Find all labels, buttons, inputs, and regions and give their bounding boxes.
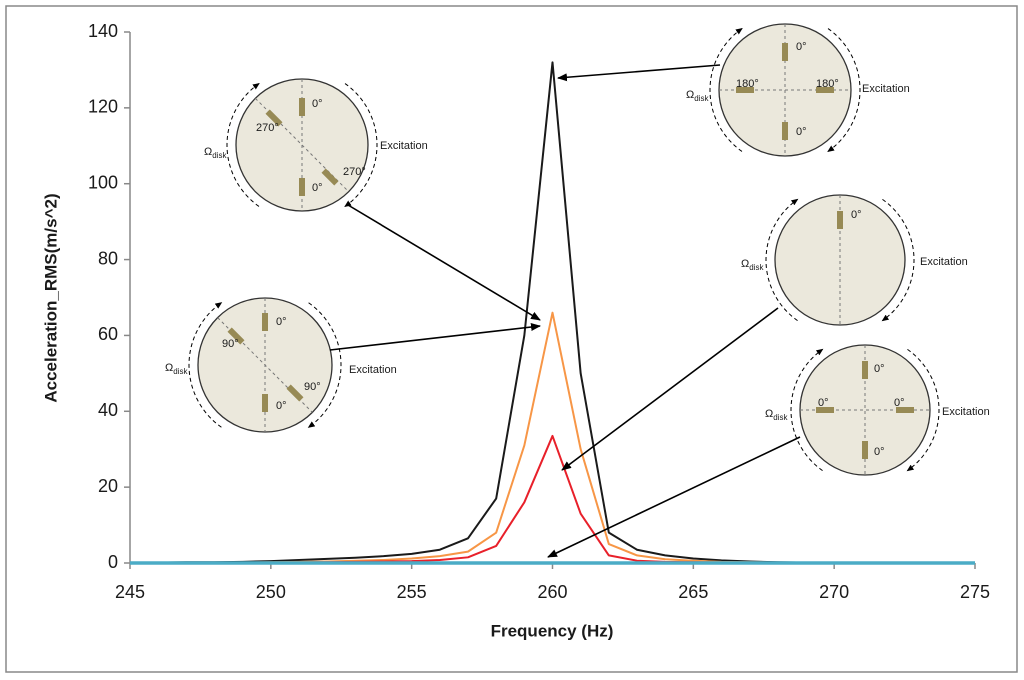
- disk-diagram: 0° 270° 0° 270° Ωdisk Excitation: [204, 78, 428, 212]
- x-tick-label: 265: [678, 582, 708, 602]
- blade-label: 0°: [851, 209, 862, 221]
- excitation-arc: [881, 198, 915, 322]
- blade-label: 0°: [874, 446, 885, 458]
- x-tick-label: 245: [115, 582, 145, 602]
- blade-label: 0°: [312, 182, 323, 194]
- y-tick-label: 60: [98, 324, 118, 344]
- x-axis-title: Frequency (Hz): [491, 621, 614, 640]
- blade: [299, 178, 305, 196]
- pointer-arrow: [329, 323, 541, 351]
- blade-label: 180°: [816, 78, 839, 90]
- omega-symbol: Ω: [765, 408, 773, 420]
- blade-label: 0°: [276, 400, 287, 412]
- rotation-arc: [790, 348, 824, 472]
- excitation-arc: [827, 28, 861, 153]
- omega-symbol: Ω: [204, 146, 212, 158]
- blade-label: 90°: [222, 338, 239, 350]
- y-tick-label: 120: [88, 97, 118, 117]
- blade-label: 270°: [343, 166, 366, 178]
- y-axis-title: Acceleration_RMS(m/s^2): [41, 193, 60, 402]
- omega-label: Ωdisk: [204, 146, 227, 160]
- rotation-arc: [709, 27, 743, 152]
- omega-subscript: disk: [694, 94, 709, 103]
- rotation-arc: [226, 82, 260, 207]
- excitation-label: Excitation: [942, 406, 990, 418]
- omega-subscript: disk: [212, 151, 227, 160]
- rotation-arc: [765, 198, 799, 322]
- y-tick-label: 40: [98, 400, 118, 420]
- blade-label: 270°: [256, 122, 279, 134]
- blade: [262, 313, 268, 331]
- x-tick-label: 255: [397, 582, 427, 602]
- blade-label: 0°: [894, 397, 905, 409]
- blade-label: 0°: [276, 316, 287, 328]
- omega-subscript: disk: [773, 413, 788, 422]
- excitation-label: Excitation: [380, 140, 428, 152]
- y-tick-label: 100: [88, 172, 118, 192]
- omega-subscript: disk: [173, 367, 188, 376]
- omega-subscript: disk: [749, 263, 764, 272]
- blade: [896, 407, 914, 413]
- omega-label: Ωdisk: [686, 89, 709, 103]
- blade-label: 0°: [796, 126, 807, 138]
- y-tick-label: 140: [88, 21, 118, 41]
- pointer-arrow: [347, 204, 541, 321]
- pointer-arrow: [547, 436, 801, 558]
- omega-label: Ωdisk: [165, 362, 188, 376]
- y-tick-label: 0: [108, 552, 118, 572]
- omega-symbol: Ω: [741, 258, 749, 270]
- omega-label: Ωdisk: [765, 408, 788, 422]
- excitation-arc: [307, 302, 342, 428]
- x-tick-label: 260: [537, 582, 567, 602]
- x-tick-label: 275: [960, 582, 990, 602]
- omega-symbol: Ω: [165, 362, 173, 374]
- y-tick-label: 20: [98, 476, 118, 496]
- blade: [299, 98, 305, 116]
- blade: [862, 361, 868, 379]
- blade-label: 180°: [736, 78, 759, 90]
- excitation-arc: [344, 83, 378, 208]
- excitation-label: Excitation: [920, 256, 968, 268]
- blade: [262, 394, 268, 412]
- excitation-arc: [906, 348, 940, 472]
- disk-diagram: 0° Ωdisk Excitation: [741, 194, 968, 326]
- blade: [862, 441, 868, 459]
- blade: [227, 327, 245, 345]
- x-tick-label: 270: [819, 582, 849, 602]
- blade-label: 0°: [796, 41, 807, 53]
- blade: [816, 407, 834, 413]
- y-tick-label: 80: [98, 248, 118, 268]
- blade: [782, 43, 788, 61]
- omega-symbol: Ω: [686, 89, 694, 101]
- disk-diagram: 0° 180° 180° 0° Ωdisk Excitation: [686, 23, 910, 157]
- disk-diagram: 0° 90° 90° 0° Ωdisk Excitation: [165, 297, 397, 433]
- excitation-label: Excitation: [349, 364, 397, 376]
- blade: [837, 211, 843, 229]
- blade: [265, 109, 283, 127]
- blade-label: 0°: [818, 397, 829, 409]
- omega-label: Ωdisk: [741, 258, 764, 272]
- blade: [816, 87, 834, 93]
- blade-label: 0°: [874, 363, 885, 375]
- pointer-arrow: [557, 64, 721, 82]
- blade: [321, 168, 339, 186]
- blade: [736, 87, 754, 93]
- rotation-arc: [188, 302, 223, 428]
- disk-axis: [217, 317, 313, 413]
- excitation-label: Excitation: [862, 83, 910, 95]
- frame: [5, 5, 1018, 673]
- disk-diagram: 0° 0° 0° 0° Ωdisk Excitation: [765, 344, 990, 476]
- blade-label: 0°: [312, 98, 323, 110]
- blade: [782, 122, 788, 140]
- pointer-arrow: [561, 307, 779, 471]
- blade-label: 90°: [304, 381, 321, 393]
- x-tick-label: 250: [256, 582, 286, 602]
- blade: [286, 384, 304, 402]
